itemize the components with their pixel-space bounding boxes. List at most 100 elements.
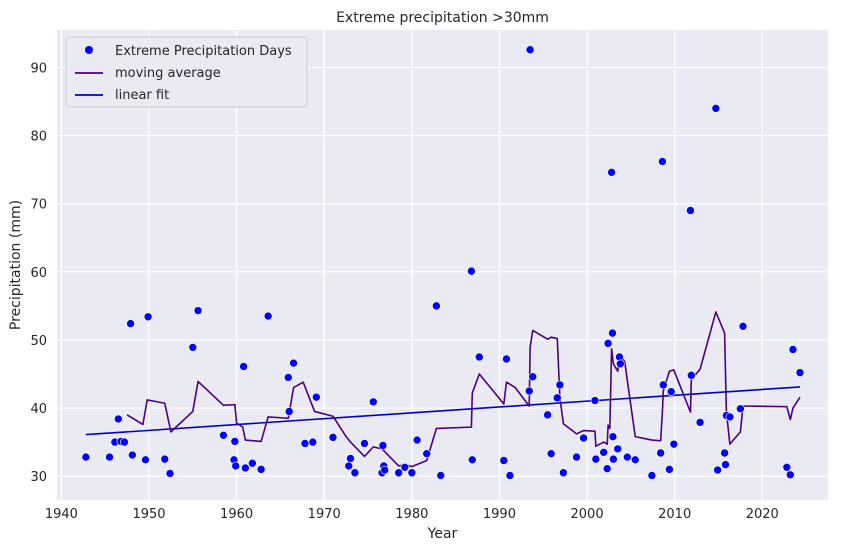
- data-point: [230, 437, 240, 446]
- data-point: [360, 439, 369, 448]
- x-axis-label: Year: [427, 526, 458, 542]
- data-point: [599, 448, 609, 457]
- data-point: [579, 433, 588, 443]
- data-point: [782, 463, 792, 472]
- data-point: [609, 454, 618, 464]
- y-tick-label: 40: [30, 402, 47, 417]
- y-tick-label: 50: [30, 334, 47, 349]
- data-point: [666, 387, 676, 396]
- x-tick-label: 1980: [395, 507, 428, 522]
- data-point: [239, 362, 248, 371]
- data-point: [738, 322, 748, 331]
- data-point: [407, 468, 417, 478]
- data-point: [422, 449, 432, 458]
- data-point: [368, 397, 378, 407]
- x-tick-label: 1990: [483, 507, 516, 522]
- linear-fit-layer: [85, 386, 801, 436]
- data-point: [474, 352, 484, 362]
- moving-average-line: [126, 311, 801, 468]
- data-point: [300, 439, 310, 448]
- data-point: [219, 430, 228, 440]
- x-tick-labels: 1940 1950 1960 1970 1980 1990 2000 2010 2020: [45, 507, 779, 522]
- data-point: [432, 301, 441, 311]
- data-point: [193, 306, 203, 315]
- data-point: [608, 328, 617, 338]
- data-point: [725, 412, 735, 422]
- data-point: [81, 452, 91, 462]
- y-tick-label: 30: [30, 470, 47, 485]
- x-tick-label: 2020: [746, 507, 779, 522]
- data-point: [344, 461, 354, 471]
- y-tick-label: 60: [30, 266, 47, 281]
- data-point: [669, 439, 679, 449]
- data-point: [308, 437, 318, 447]
- data-point: [241, 463, 250, 473]
- legend-label-moving-average: moving average: [115, 66, 221, 81]
- data-point: [328, 433, 338, 442]
- data-point: [467, 266, 476, 276]
- legend-box: [65, 36, 308, 108]
- linear-fit-line: [85, 386, 801, 436]
- data-point: [524, 386, 534, 396]
- data-point: [658, 380, 668, 390]
- data-point: [687, 371, 696, 380]
- y-tick-label: 80: [30, 130, 47, 145]
- data-point: [658, 157, 667, 166]
- data-point: [695, 418, 705, 427]
- data-point: [436, 471, 446, 480]
- data-point: [713, 465, 722, 475]
- data-point: [686, 206, 695, 215]
- data-point: [616, 359, 625, 369]
- scatter-points-layer: [81, 45, 805, 480]
- data-point: [788, 345, 798, 354]
- data-point: [467, 455, 477, 465]
- data-point: [647, 471, 657, 480]
- x-tick-label: 2010: [658, 507, 691, 522]
- data-point: [528, 372, 538, 382]
- data-point: [231, 461, 241, 471]
- data-point: [505, 471, 515, 480]
- x-tick-label: 2000: [571, 507, 604, 522]
- data-point: [128, 450, 137, 460]
- x-tick-label: 1940: [45, 507, 78, 522]
- x-tick-label: 1970: [308, 507, 341, 522]
- data-point: [795, 368, 805, 377]
- data-point: [188, 343, 198, 352]
- y-tick-label: 90: [30, 61, 47, 76]
- y-tick-labels: 30 40 50 60 70 80 90: [30, 61, 47, 485]
- data-point: [720, 448, 729, 458]
- data-point: [263, 311, 273, 321]
- data-point: [284, 407, 294, 416]
- legend-label-linear-fit: linear fit: [115, 88, 169, 103]
- data-point: [623, 452, 632, 462]
- data-point: [165, 469, 175, 478]
- legend: Extreme Precipitation Days moving averag…: [65, 36, 308, 108]
- data-point: [543, 410, 552, 420]
- data-point: [394, 468, 403, 478]
- data-point: [114, 414, 123, 424]
- y-tick-label: 70: [30, 198, 47, 213]
- data-point: [613, 444, 623, 454]
- y-axis-label: Precipitation (mm): [8, 200, 24, 330]
- data-point: [256, 465, 266, 474]
- data-point: [572, 452, 581, 462]
- chart-title: Extreme precipitation >30mm: [336, 10, 549, 26]
- legend-label-scatter: Extreme Precipitation Days: [115, 44, 292, 59]
- data-point: [502, 354, 511, 364]
- data-point: [591, 454, 601, 464]
- data-point: [603, 339, 613, 348]
- data-point: [346, 454, 355, 463]
- data-point: [412, 435, 422, 445]
- data-point: [630, 455, 640, 465]
- data-point: [380, 465, 389, 475]
- data-point: [105, 452, 114, 462]
- data-point: [283, 373, 293, 382]
- data-point: [126, 319, 135, 328]
- data-point: [400, 463, 410, 472]
- data-point: [350, 468, 360, 478]
- data-point: [602, 464, 612, 473]
- data-point: [120, 437, 129, 447]
- data-point: [607, 168, 616, 177]
- data-point: [665, 465, 674, 474]
